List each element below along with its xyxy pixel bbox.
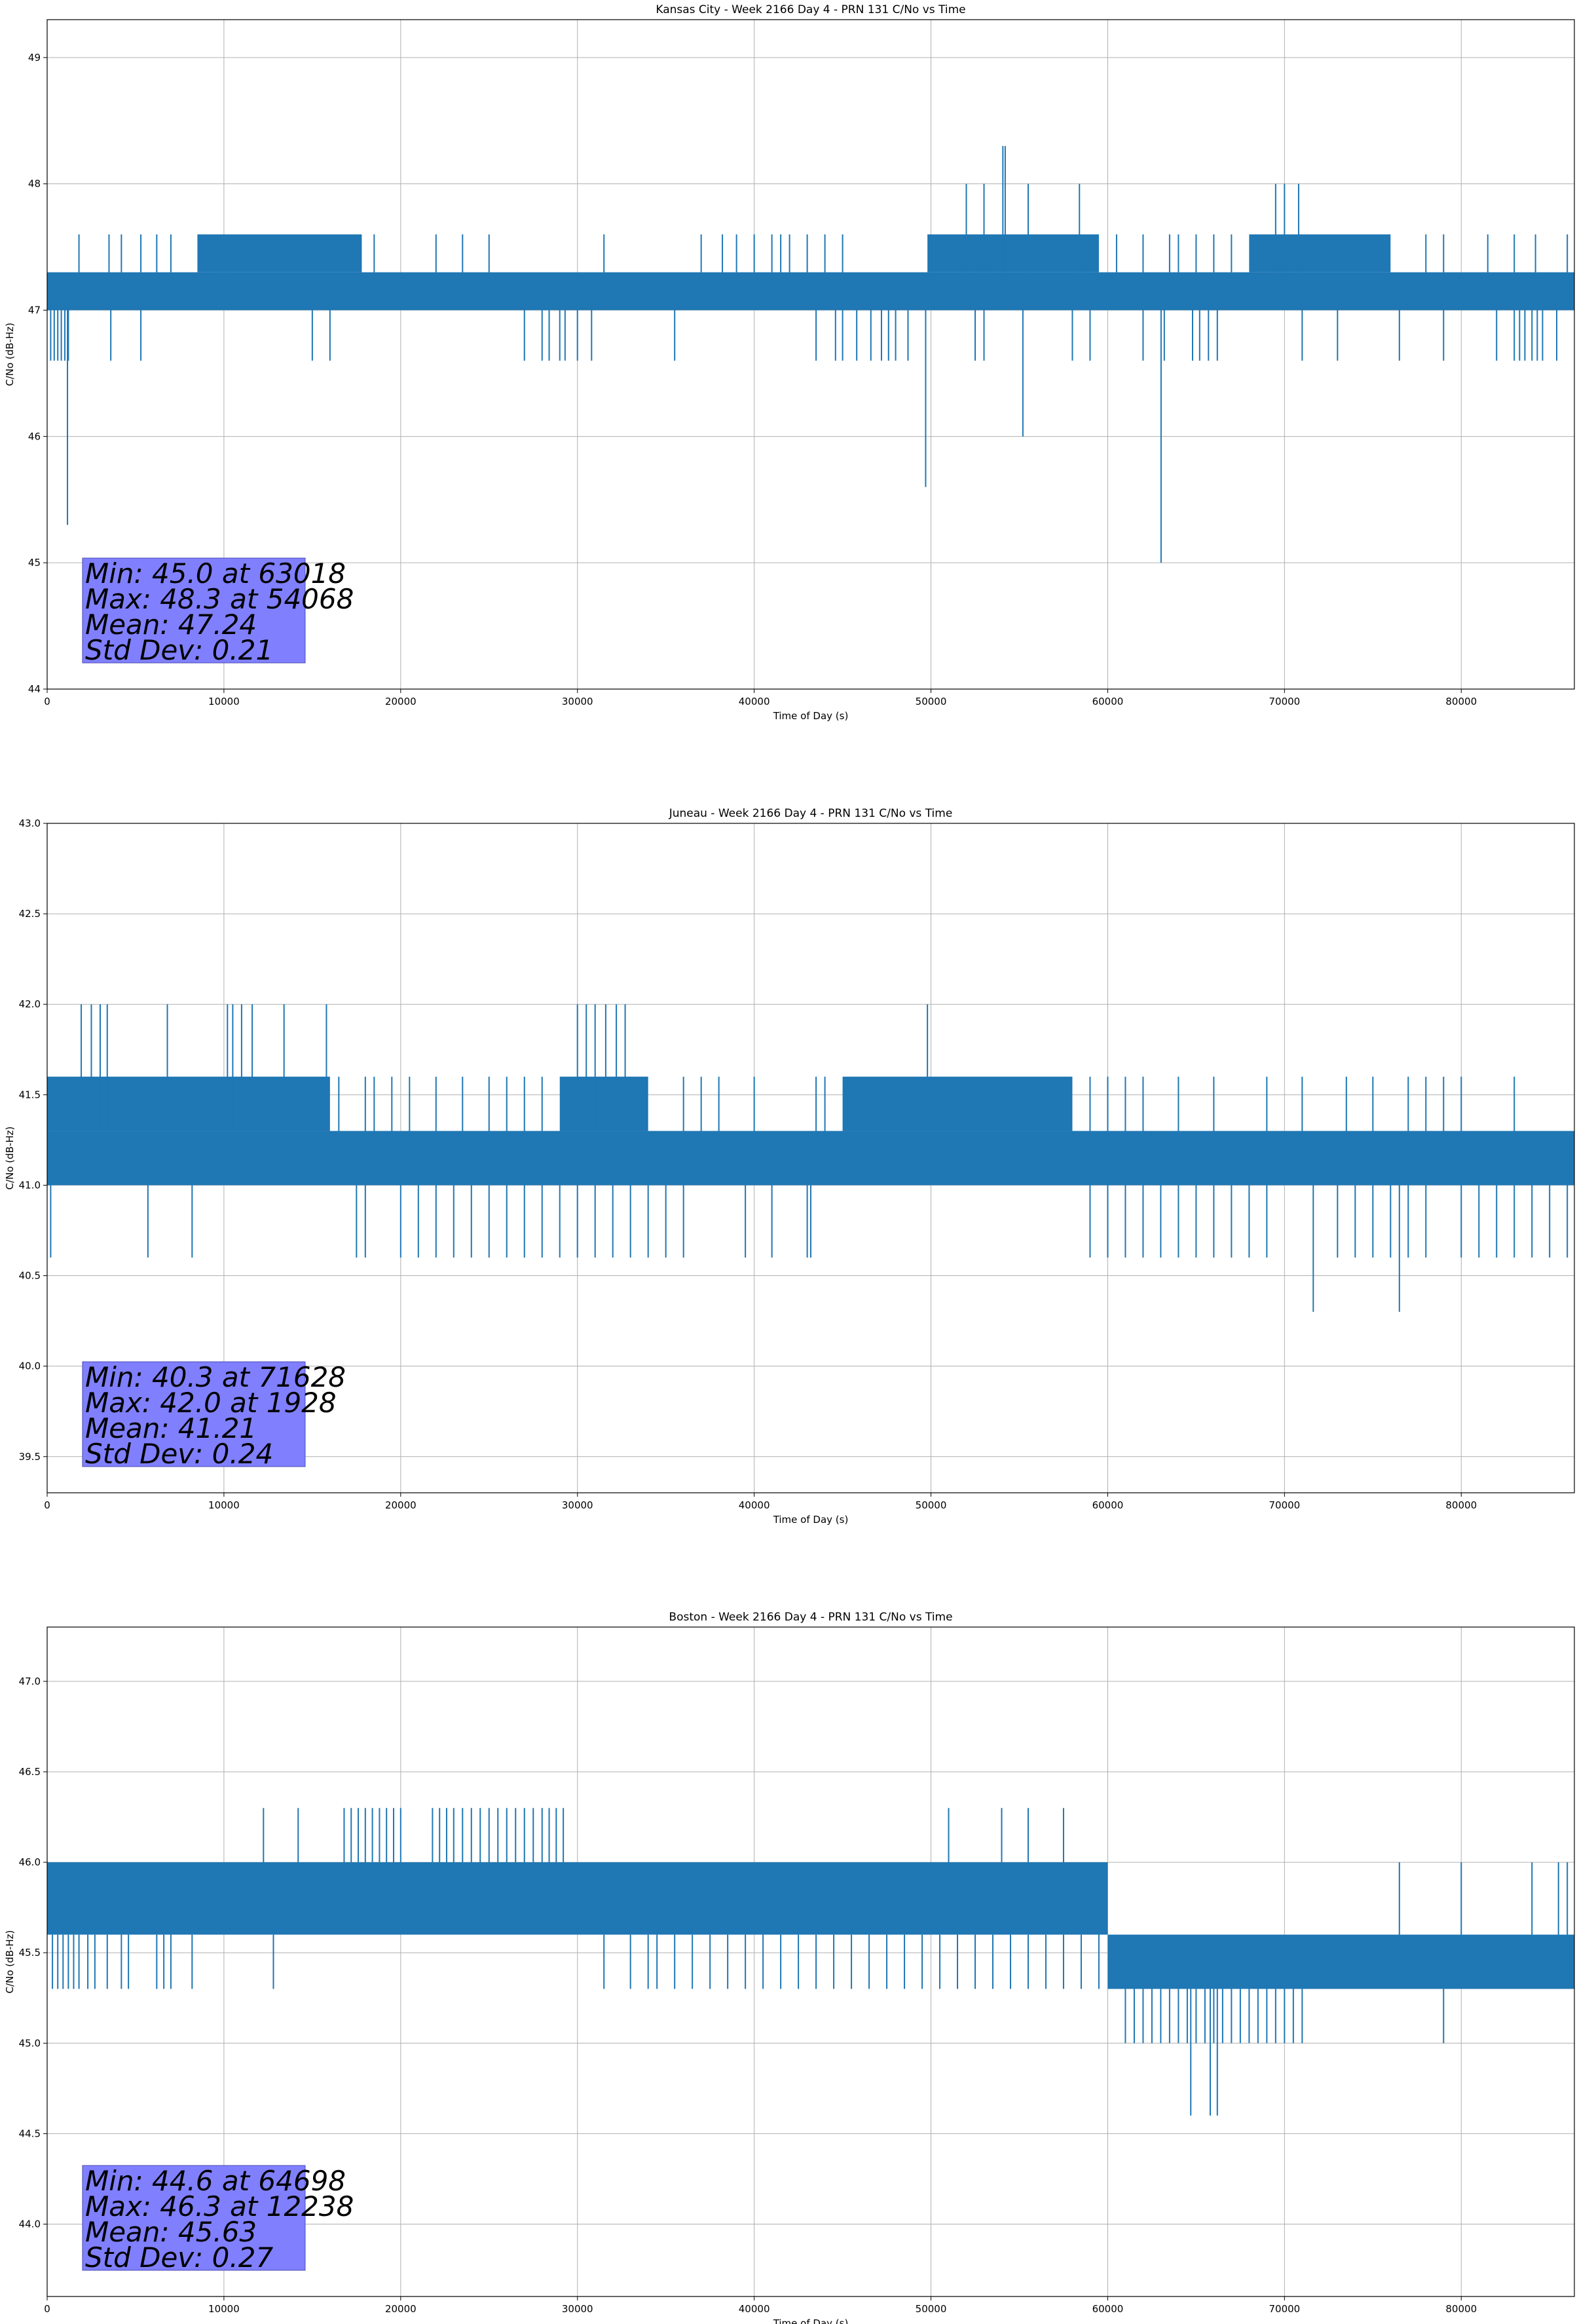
x-tick-label: 10000 [208, 1499, 240, 1511]
y-tick-label: 41.0 [19, 1179, 41, 1191]
x-tick-label: 50000 [916, 696, 947, 707]
y-tick-label: 42.0 [19, 998, 41, 1010]
x-tick-label: 0 [44, 2303, 50, 2315]
chart-title: Boston - Week 2166 Day 4 - PRN 131 C/No … [669, 1611, 952, 1624]
y-tick-label: 40.0 [19, 1360, 41, 1372]
x-tick-label: 0 [44, 696, 50, 707]
series-upper-segment [559, 1076, 648, 1131]
series-band [47, 1862, 1108, 1935]
stats-line: Std Dev: 0.21 [85, 634, 273, 666]
x-tick-label: 30000 [562, 2303, 593, 2315]
y-tick-label: 47 [28, 305, 41, 316]
y-tick-label: 49 [28, 52, 41, 64]
chart-panel: Boston - Week 2166 Day 4 - PRN 131 C/No … [4, 1611, 1575, 2324]
y-tick-label: 46 [28, 430, 41, 442]
x-tick-label: 80000 [1445, 696, 1477, 707]
stats-line: Max: 46.3 at 12238 [85, 2190, 354, 2222]
x-tick-label: 80000 [1445, 2303, 1477, 2315]
x-tick-label: 40000 [739, 2303, 770, 2315]
x-axis-label: Time of Day (s) [773, 710, 849, 722]
x-tick-label: 60000 [1092, 2303, 1124, 2315]
series-band [47, 1131, 1574, 1186]
x-tick-label: 20000 [385, 2303, 417, 2315]
y-tick-label: 44 [28, 683, 41, 695]
x-axis-label: Time of Day (s) [773, 2317, 849, 2324]
axes-frame [46, 823, 1575, 1493]
x-tick-label: 10000 [208, 2303, 240, 2315]
stats-box [82, 2165, 306, 2271]
y-tick-label: 41.5 [19, 1089, 41, 1100]
stats-line: Std Dev: 0.24 [85, 1438, 273, 1470]
x-tick-label: 40000 [739, 696, 770, 707]
axes-frame [46, 19, 1575, 690]
series-upper-segment [842, 1076, 1073, 1131]
y-tick-label: 42.5 [19, 908, 41, 920]
y-tick-label: 43.0 [19, 817, 41, 829]
y-tick-label: 45.0 [19, 2037, 41, 2049]
x-tick-label: 70000 [1269, 2303, 1300, 2315]
stats-line: Mean: 47.24 [85, 609, 257, 641]
stats-box [82, 1361, 306, 1467]
y-tick-label: 44.0 [19, 2219, 41, 2230]
data-series [47, 1808, 1574, 2116]
stats-line: Max: 42.0 at 1928 [85, 1387, 337, 1419]
y-axis-label: C/No (dB-Hz) [4, 1127, 16, 1190]
stats-line: Max: 48.3 at 54068 [85, 583, 354, 615]
chart-title: Kansas City - Week 2166 Day 4 - PRN 131 … [656, 3, 965, 16]
y-tick-label: 44.5 [19, 2127, 41, 2139]
x-tick-label: 30000 [562, 696, 593, 707]
x-tick-label: 50000 [916, 2303, 947, 2315]
stats-line: Min: 40.3 at 71628 [85, 1361, 346, 1393]
series-upper-segment [197, 234, 362, 272]
x-tick-label: 80000 [1445, 1499, 1477, 1511]
series-upper-segment [927, 234, 1099, 272]
data-series [47, 1004, 1574, 1312]
y-axis-label: C/No (dB-Hz) [4, 323, 16, 386]
x-tick-label: 60000 [1092, 1499, 1124, 1511]
y-tick-label: 45.5 [19, 1947, 41, 1959]
x-tick-label: 40000 [739, 1499, 770, 1511]
data-series [47, 145, 1574, 563]
x-tick-label: 70000 [1269, 1499, 1300, 1511]
stats-line: Mean: 41.21 [85, 1412, 257, 1444]
y-tick-label: 45 [28, 557, 41, 569]
stats-line: Min: 45.0 at 63018 [85, 557, 346, 590]
series-band [1107, 1934, 1574, 1989]
x-tick-label: 50000 [916, 1499, 947, 1511]
axes-frame [46, 1626, 1575, 2297]
stats-line: Min: 44.6 at 64698 [85, 2165, 346, 2197]
y-tick-label: 48 [28, 178, 41, 190]
series-upper-segment [1249, 234, 1391, 272]
y-axis-label: C/No (dB-Hz) [4, 1930, 16, 1994]
y-tick-label: 40.5 [19, 1270, 41, 1282]
x-tick-label: 10000 [208, 696, 240, 707]
x-tick-label: 20000 [385, 696, 417, 707]
series-upper-segment [47, 1076, 330, 1131]
stats-box [82, 557, 306, 664]
x-tick-label: 30000 [562, 1499, 593, 1511]
chart-title: Juneau - Week 2166 Day 4 - PRN 131 C/No … [669, 807, 953, 820]
y-tick-label: 47.0 [19, 1676, 41, 1687]
x-tick-label: 60000 [1092, 696, 1124, 707]
y-tick-label: 39.5 [19, 1451, 41, 1463]
stats-line: Mean: 45.63 [85, 2216, 257, 2248]
chart-panel: Juneau - Week 2166 Day 4 - PRN 131 C/No … [4, 807, 1575, 1526]
x-tick-label: 0 [44, 1499, 50, 1511]
y-tick-label: 46.0 [19, 1856, 41, 1868]
x-axis-label: Time of Day (s) [773, 1514, 849, 1526]
series-band [47, 272, 1574, 310]
stats-line: Std Dev: 0.27 [85, 2241, 273, 2274]
y-tick-label: 46.5 [19, 1766, 41, 1778]
x-tick-label: 70000 [1269, 696, 1300, 707]
x-tick-label: 20000 [385, 1499, 417, 1511]
chart-panel: Kansas City - Week 2166 Day 4 - PRN 131 … [4, 3, 1575, 722]
